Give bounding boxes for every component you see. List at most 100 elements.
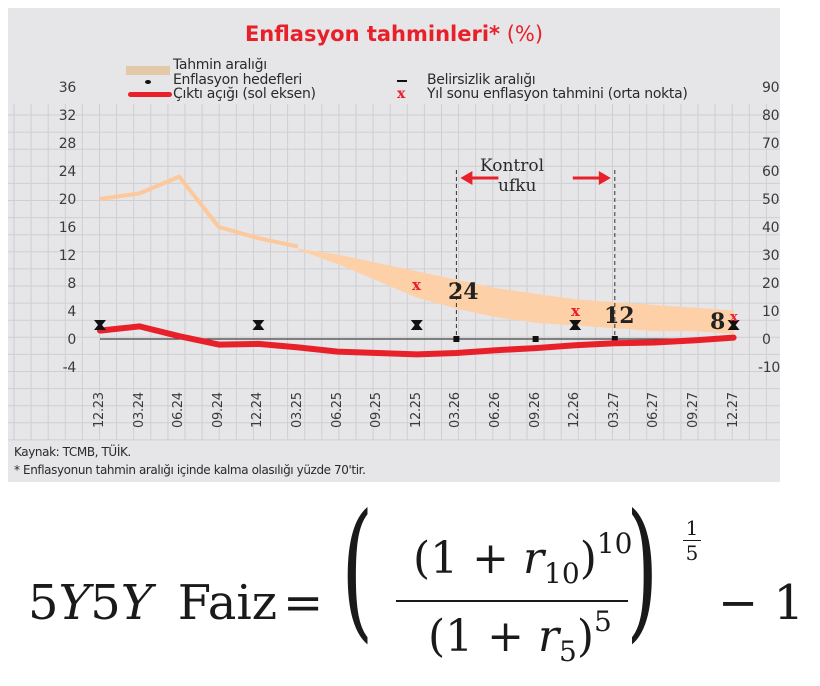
legend-swatch-band xyxy=(126,66,170,75)
formula-den-var: r xyxy=(538,611,560,662)
uncertainty-marker xyxy=(532,336,539,342)
yearend-forecast-x-icon: x xyxy=(412,276,421,294)
right-axis-tick: 70 xyxy=(762,136,780,152)
formula-right-paren: ) xyxy=(626,483,659,657)
formula-rhs: − 1 xyxy=(718,575,805,631)
legend-label-range: Tahmin aralığı xyxy=(173,57,267,73)
x-axis-tick: 03.25 xyxy=(290,392,305,428)
formula-den-close: ) xyxy=(576,611,595,662)
inflation-forecast-chart: Enflasyon tahminleri* (%) Tahmin aralığı… xyxy=(8,8,780,482)
interim-target-label-24: 24 xyxy=(448,279,479,305)
yearend-forecast-x-icon: x xyxy=(730,310,738,325)
legend-label-targets: Enflasyon hedefleri xyxy=(173,72,302,88)
x-axis-tick: 12.25 xyxy=(408,392,424,428)
x-axis-tick: 03.24 xyxy=(131,392,147,428)
legend-dot-icon xyxy=(145,80,151,84)
formula-exp-den: 5 xyxy=(685,541,699,565)
left-axis-tick: 16 xyxy=(58,220,77,236)
formula-equals: = xyxy=(283,575,324,631)
forecast-range-band xyxy=(297,248,735,334)
legend-dash-icon xyxy=(397,80,407,82)
formula-left-paren: ( xyxy=(341,483,374,657)
x-axis-tick: 06.24 xyxy=(171,392,187,428)
legend-label-uncertainty: Belirsizlik aralığı xyxy=(427,72,536,88)
x-axis-tick: 03.26 xyxy=(448,392,464,428)
formula-num-sub: 10 xyxy=(544,557,580,590)
legend-label-yearend-forecast: Yıl sonu enflasyon tahmini (orta nokta) xyxy=(427,86,688,102)
legend-line-icon xyxy=(128,92,172,97)
x-axis-tick: 03.27 xyxy=(606,392,622,428)
right-axis-tick: 80 xyxy=(762,108,780,124)
formula-num-var: r xyxy=(523,533,545,584)
uncertainty-marker xyxy=(453,336,460,342)
source-note: Kaynak: TCMB, TÜİK. xyxy=(14,445,131,459)
formula-fraction-bar xyxy=(396,600,628,602)
x-axis-tick: 12.27 xyxy=(725,392,741,428)
formula-numerator: (1 + r10)10 xyxy=(413,527,633,590)
left-axis-tick: 8 xyxy=(67,276,76,292)
uncertainty-marker xyxy=(611,336,618,342)
formula-num-close: ) xyxy=(579,533,597,584)
left-axis-tick: 28 xyxy=(58,136,77,152)
formula-denominator: (1 + r5)5 xyxy=(428,605,612,668)
right-axis-tick: 30 xyxy=(762,248,780,264)
formula-den-exp: 5 xyxy=(594,605,612,638)
formula-lhs-word: Faiz xyxy=(177,575,278,631)
left-axis-tick: -4 xyxy=(62,360,77,376)
chart-title-main: Enflasyon tahminleri* xyxy=(244,22,501,46)
formula-lhs-5a: 5 xyxy=(28,575,59,631)
right-axis-tick: 0 xyxy=(762,332,771,348)
formula-lhs-5b: 5 xyxy=(90,575,121,631)
inflation-target-marker xyxy=(727,320,740,330)
five-year-five-year-rate-formula: 5Y5Y Faiz = ( (1 + r10)10 (1 + r5)5 ) 1 … xyxy=(28,495,808,675)
x-axis-tick: 09.24 xyxy=(210,392,226,428)
legend-x-icon: x xyxy=(397,86,406,102)
interim-target-label-8: 8 xyxy=(710,309,726,335)
left-axis-tick: 24 xyxy=(58,164,77,180)
x-axis-tick: 12.24 xyxy=(250,392,266,428)
right-axis-tick: 20 xyxy=(762,276,780,292)
right-axis-tick: 60 xyxy=(762,164,780,180)
left-axis-tick: 32 xyxy=(58,108,77,124)
x-axis-tick: 12.26 xyxy=(567,392,583,428)
footnote: * Enflasyonun tahmin aralığı içinde kalm… xyxy=(14,463,366,477)
x-axis-tick: 06.26 xyxy=(488,392,503,428)
left-axis-tick: 4 xyxy=(67,304,76,320)
inflation-target-marker xyxy=(569,320,582,330)
right-axis-tick: 50 xyxy=(762,192,780,208)
x-axis-tick: 09.25 xyxy=(369,392,385,428)
formula-exp-bar xyxy=(683,540,701,541)
legend-label-output-gap: Çıktı açığı (sol eksen) xyxy=(173,86,316,102)
control-horizon-arrowhead-left xyxy=(460,171,473,185)
right-axis-tick: 10 xyxy=(762,304,780,320)
right-axis-tick: 90 xyxy=(762,80,780,96)
x-axis-tick: 12.23 xyxy=(92,392,107,428)
right-axis-tick: 40 xyxy=(762,220,780,236)
output-gap-line xyxy=(97,323,737,358)
x-axis-tick: 06.27 xyxy=(646,392,662,428)
x-axis-tick: 06.25 xyxy=(329,392,345,428)
chart-title: Enflasyon tahminleri* (%) xyxy=(8,22,780,46)
yearend-forecast-x-icon: x xyxy=(571,302,580,320)
formula-num-exp: 10 xyxy=(596,527,633,560)
chart-canvas xyxy=(8,104,780,441)
formula-num-base: (1 + xyxy=(413,533,523,584)
formula-outer-exponent: 1 5 xyxy=(683,517,701,564)
right-axis-tick: -10 xyxy=(758,360,780,376)
formula-lhs-yb: Y xyxy=(120,575,153,631)
control-horizon-label-line1: Kontrol xyxy=(480,156,545,176)
inflation-target-marker xyxy=(94,320,106,330)
chart-title-unit: (%) xyxy=(506,22,544,46)
x-axis-tick: 09.26 xyxy=(527,392,543,428)
x-axis-tick: 09.27 xyxy=(686,392,701,428)
formula-lhs-ya: Y xyxy=(58,575,91,631)
inflation-target-marker xyxy=(252,320,265,330)
left-axis-tick: 0 xyxy=(67,332,76,348)
formula-den-sub: 5 xyxy=(559,635,577,668)
left-axis-tick: 12 xyxy=(58,248,77,264)
left-axis-tick: 36 xyxy=(58,80,77,96)
interim-target-label-12: 12 xyxy=(604,303,635,329)
inflation-target-marker xyxy=(410,320,423,330)
left-axis-tick: 20 xyxy=(58,192,77,208)
control-horizon-arrowhead-right xyxy=(598,171,611,185)
